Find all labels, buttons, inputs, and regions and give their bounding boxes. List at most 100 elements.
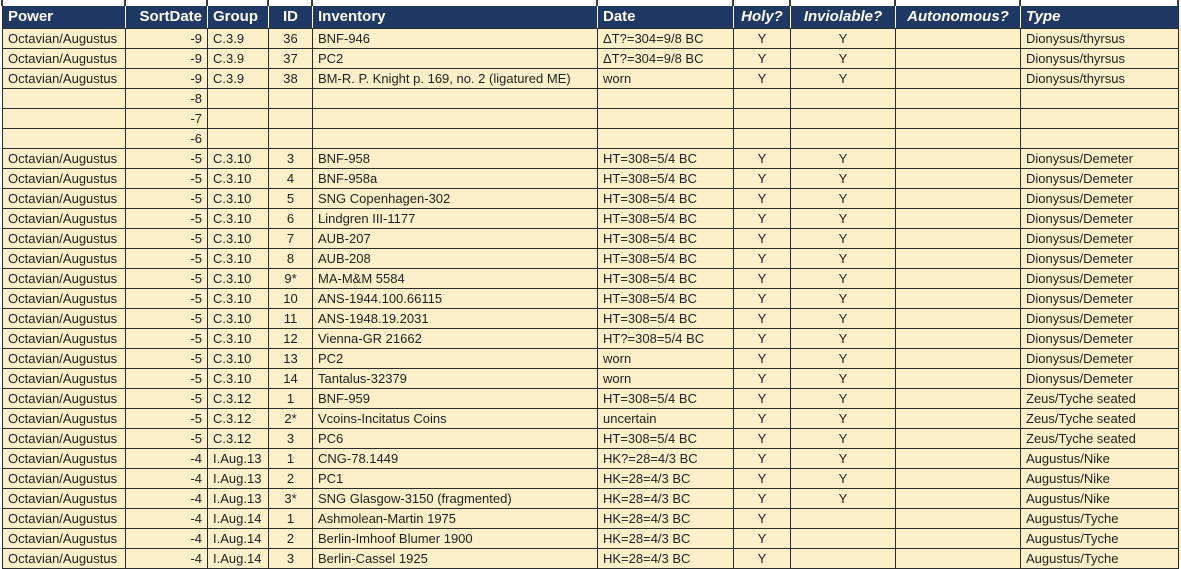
- cell-date[interactable]: [597, 88, 734, 109]
- cell-power[interactable]: Octavian/Augustus: [2, 408, 126, 429]
- column-header-inventory[interactable]: Inventory: [312, 6, 598, 29]
- cell-id[interactable]: 14: [268, 368, 313, 389]
- column-header-group[interactable]: Group: [207, 6, 269, 29]
- cell-sortdate[interactable]: -5: [125, 388, 208, 409]
- cell-power[interactable]: Octavian/Augustus: [2, 248, 126, 269]
- cell-group[interactable]: C.3.10: [207, 268, 269, 289]
- cell-inviolable[interactable]: Y: [790, 188, 896, 209]
- cell-holy[interactable]: [733, 128, 791, 149]
- cell-id[interactable]: 12: [268, 328, 313, 349]
- cell-group[interactable]: C.3.12: [207, 388, 269, 409]
- cell-inventory[interactable]: Tantalus-32379: [312, 368, 598, 389]
- cell-inventory[interactable]: BNF-958a: [312, 168, 598, 189]
- cell-autonomous[interactable]: [895, 268, 1021, 289]
- cell-holy[interactable]: Y: [733, 68, 791, 89]
- cell-autonomous[interactable]: [895, 208, 1021, 229]
- cell-sortdate[interactable]: -5: [125, 428, 208, 449]
- column-header-date[interactable]: Date: [597, 6, 734, 29]
- cell-sortdate[interactable]: -4: [125, 548, 208, 569]
- cell-date[interactable]: HT=308=5/4 BC: [597, 248, 734, 269]
- cell-autonomous[interactable]: [895, 88, 1021, 109]
- cell-sortdate[interactable]: -5: [125, 188, 208, 209]
- cell-holy[interactable]: Y: [733, 308, 791, 329]
- cell-inventory[interactable]: PC1: [312, 468, 598, 489]
- cell-power[interactable]: Octavian/Augustus: [2, 188, 126, 209]
- cell-id[interactable]: 3: [268, 548, 313, 569]
- cell-id[interactable]: 13: [268, 348, 313, 369]
- cell-id[interactable]: 8: [268, 248, 313, 269]
- cell-holy[interactable]: Y: [733, 148, 791, 169]
- cell-inviolable[interactable]: Y: [790, 488, 896, 509]
- cell-autonomous[interactable]: [895, 428, 1021, 449]
- cell-date[interactable]: HT=308=5/4 BC: [597, 148, 734, 169]
- cell-autonomous[interactable]: [895, 408, 1021, 429]
- cell-holy[interactable]: Y: [733, 408, 791, 429]
- cell-type[interactable]: Augustus/Tyche: [1020, 508, 1179, 529]
- cell-id[interactable]: 2*: [268, 408, 313, 429]
- cell-type[interactable]: [1020, 88, 1179, 109]
- cell-type[interactable]: Dionysus/Demeter: [1020, 248, 1179, 269]
- cell-group[interactable]: C.3.12: [207, 408, 269, 429]
- cell-inviolable[interactable]: [790, 548, 896, 569]
- cell-date[interactable]: [597, 108, 734, 129]
- cell-sortdate[interactable]: -5: [125, 368, 208, 389]
- cell-autonomous[interactable]: [895, 28, 1021, 49]
- cell-sortdate[interactable]: -4: [125, 488, 208, 509]
- cell-date[interactable]: HT?=308=5/4 BC: [597, 328, 734, 349]
- cell-inviolable[interactable]: Y: [790, 388, 896, 409]
- cell-autonomous[interactable]: [895, 48, 1021, 69]
- column-header-power[interactable]: Power: [2, 6, 126, 29]
- cell-inviolable[interactable]: Y: [790, 288, 896, 309]
- cell-power[interactable]: Octavian/Augustus: [2, 388, 126, 409]
- cell-power[interactable]: Octavian/Augustus: [2, 68, 126, 89]
- cell-power[interactable]: Octavian/Augustus: [2, 428, 126, 449]
- cell-inviolable[interactable]: Y: [790, 248, 896, 269]
- cell-inventory[interactable]: Berlin-Imhoof Blumer 1900: [312, 528, 598, 549]
- cell-group[interactable]: C.3.10: [207, 148, 269, 169]
- cell-date[interactable]: HK=28=4/3 BC: [597, 548, 734, 569]
- cell-group[interactable]: [207, 128, 269, 149]
- cell-id[interactable]: 1: [268, 508, 313, 529]
- column-header-sortdate[interactable]: SortDate: [125, 6, 208, 29]
- cell-inviolable[interactable]: Y: [790, 168, 896, 189]
- cell-sortdate[interactable]: -5: [125, 228, 208, 249]
- cell-group[interactable]: C.3.9: [207, 28, 269, 49]
- cell-id[interactable]: 9*: [268, 268, 313, 289]
- cell-sortdate[interactable]: -8: [125, 88, 208, 109]
- cell-power[interactable]: Octavian/Augustus: [2, 448, 126, 469]
- cell-type[interactable]: Dionysus/Demeter: [1020, 148, 1179, 169]
- cell-id[interactable]: 1: [268, 448, 313, 469]
- cell-inventory[interactable]: PC6: [312, 428, 598, 449]
- cell-type[interactable]: [1020, 128, 1179, 149]
- cell-sortdate[interactable]: -5: [125, 248, 208, 269]
- cell-date[interactable]: HK=28=4/3 BC: [597, 508, 734, 529]
- cell-group[interactable]: [207, 108, 269, 129]
- cell-sortdate[interactable]: -9: [125, 28, 208, 49]
- cell-type[interactable]: Dionysus/Demeter: [1020, 288, 1179, 309]
- column-header-autonomous[interactable]: Autonomous?: [895, 6, 1021, 29]
- cell-date[interactable]: ΔT?=304=9/8 BC: [597, 28, 734, 49]
- cell-power[interactable]: Octavian/Augustus: [2, 328, 126, 349]
- cell-power[interactable]: Octavian/Augustus: [2, 148, 126, 169]
- cell-type[interactable]: Dionysus/thyrsus: [1020, 28, 1179, 49]
- cell-id[interactable]: 3*: [268, 488, 313, 509]
- cell-power[interactable]: Octavian/Augustus: [2, 48, 126, 69]
- cell-inviolable[interactable]: Y: [790, 28, 896, 49]
- cell-inventory[interactable]: MA-M&M 5584: [312, 268, 598, 289]
- cell-autonomous[interactable]: [895, 548, 1021, 569]
- cell-inventory[interactable]: CNG-78.1449: [312, 448, 598, 469]
- cell-autonomous[interactable]: [895, 468, 1021, 489]
- cell-id[interactable]: 38: [268, 68, 313, 89]
- cell-power[interactable]: Octavian/Augustus: [2, 208, 126, 229]
- cell-holy[interactable]: Y: [733, 468, 791, 489]
- cell-holy[interactable]: Y: [733, 448, 791, 469]
- cell-date[interactable]: HT=308=5/4 BC: [597, 208, 734, 229]
- cell-inventory[interactable]: PC2: [312, 48, 598, 69]
- cell-type[interactable]: Augustus/Nike: [1020, 448, 1179, 469]
- cell-type[interactable]: Zeus/Tyche seated: [1020, 428, 1179, 449]
- column-header-holy[interactable]: Holy?: [733, 6, 791, 29]
- cell-group[interactable]: C.3.10: [207, 328, 269, 349]
- cell-type[interactable]: [1020, 108, 1179, 129]
- cell-holy[interactable]: Y: [733, 248, 791, 269]
- cell-inviolable[interactable]: Y: [790, 408, 896, 429]
